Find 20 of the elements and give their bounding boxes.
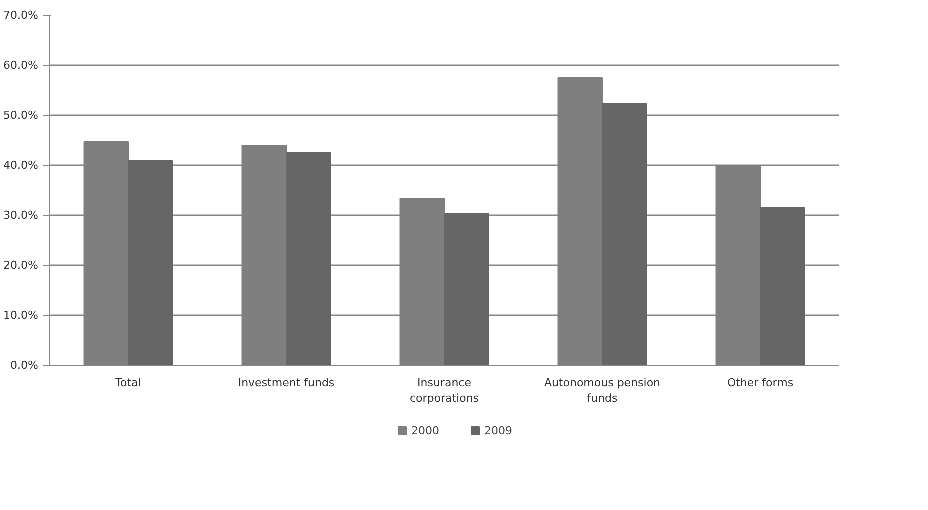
y-tick-label: 10.0% [4,309,39,322]
y-tick-label: 0.0% [10,359,39,372]
bar [760,208,806,366]
bar [602,104,648,366]
y-tick-label: 20.0% [4,259,39,272]
x-tick-label: Investment funds [238,376,335,390]
legend-label: 2009 [484,424,512,437]
y-tick-label: 30.0% [4,209,39,222]
y-tick-label: 60.0% [4,59,39,72]
x-tick-label: Total [114,376,142,390]
y-tick-label: 70.0% [4,9,39,22]
bar [128,160,174,366]
x-tick-label: Insurance corporations [410,376,480,406]
x-tick-label: Other forms [727,376,794,390]
y-tick-label: 50.0% [4,109,39,122]
legend-label: 2000 [412,424,440,437]
bar [444,213,490,366]
bar [286,152,332,366]
x-tick-label: Autonomous pension funds [544,376,661,406]
y-tick-label: 40.0% [4,159,39,172]
